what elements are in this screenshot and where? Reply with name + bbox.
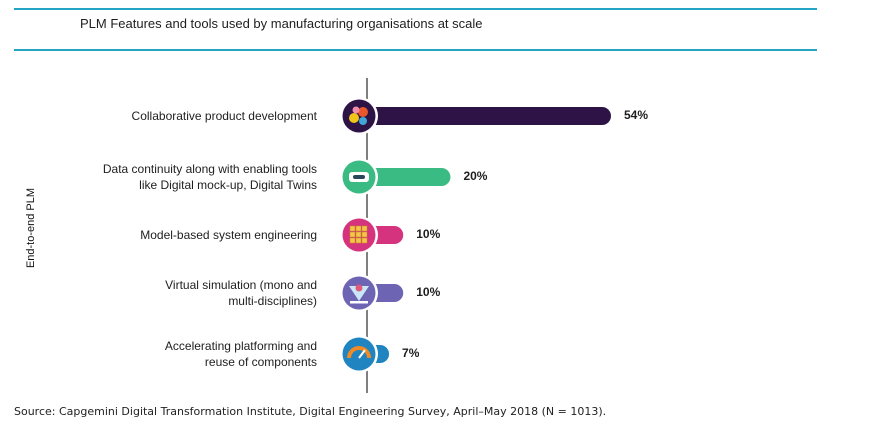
speedometer-icon bbox=[340, 335, 378, 373]
team-puzzle-icon bbox=[340, 97, 378, 135]
value-label: 54% bbox=[624, 108, 649, 122]
category-label-line: Accelerating platforming and bbox=[164, 339, 317, 353]
category-label: Virtual simulation (mono and multi-discip… bbox=[165, 277, 317, 309]
source-note: Source: Capgemini Digital Transformation… bbox=[14, 405, 607, 418]
bar bbox=[356, 107, 611, 125]
value-label: 20% bbox=[463, 169, 488, 183]
bar bbox=[356, 168, 451, 186]
cube-grid-icon bbox=[340, 216, 378, 254]
category-label-line: Virtual simulation (mono and bbox=[165, 278, 317, 292]
category-label-line: reuse of components bbox=[204, 355, 317, 369]
value-label: 7% bbox=[402, 346, 420, 360]
category-label-line: multi-disciplines) bbox=[228, 294, 317, 308]
category-label-line: Collaborative product development bbox=[131, 109, 317, 123]
value-label: 10% bbox=[416, 227, 441, 241]
category-label-line: Model-based system engineering bbox=[140, 228, 317, 242]
title-underline-rule bbox=[14, 49, 817, 51]
value-label: 10% bbox=[416, 285, 441, 299]
category-label-line: Data continuity along with enabling tool… bbox=[102, 162, 317, 176]
category-label: Model-based system engineering bbox=[140, 227, 317, 243]
category-label: Collaborative product development bbox=[132, 108, 317, 124]
category-label: Accelerating platforming and reuse of com… bbox=[165, 338, 317, 370]
category-label: Data continuity along with enabling tool… bbox=[103, 161, 317, 193]
chart-title: PLM Features and tools used by manufactu… bbox=[80, 16, 483, 31]
category-label-line: like Digital mock-up, Digital Twins bbox=[139, 178, 317, 192]
vr-headset-icon bbox=[340, 158, 378, 196]
top-rule bbox=[14, 8, 817, 10]
hologram-projection-icon bbox=[340, 274, 378, 312]
